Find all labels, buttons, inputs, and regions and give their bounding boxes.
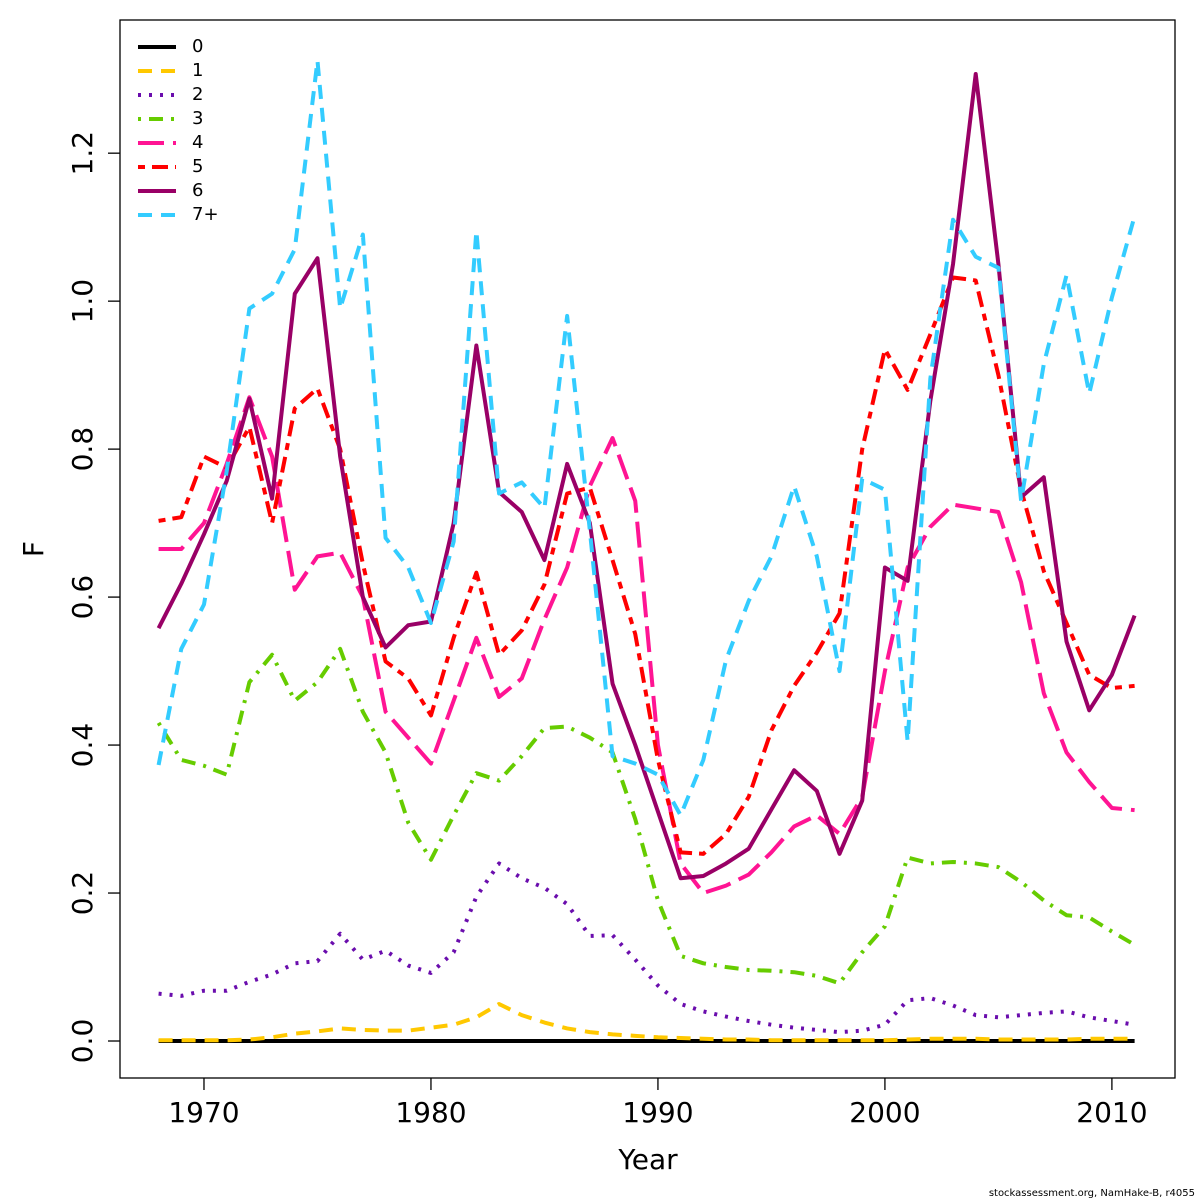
x-tick-label: 1970	[168, 1096, 239, 1129]
y-axis-label: F	[17, 541, 50, 557]
y-tick-label: 0.6	[66, 575, 99, 620]
series-line	[158, 395, 1135, 896]
y-tick-label: 1.2	[66, 131, 99, 176]
legend-label: 1	[192, 60, 203, 81]
footer: stockassessment.org, NamHake-B, r4055	[989, 1188, 1195, 1199]
x-axis-label: Year	[617, 1143, 678, 1176]
y-tick-label: 0.8	[66, 427, 99, 472]
y-tick-label: 1.0	[66, 279, 99, 324]
x-tick-label: 1980	[395, 1096, 466, 1129]
legend-label: 6	[192, 180, 203, 201]
x-tick-label: 2000	[849, 1096, 920, 1129]
legend-label: 2	[192, 84, 203, 105]
legend-label: 4	[192, 132, 203, 153]
series-line	[156, 646, 1136, 986]
plot-frame	[119, 19, 1176, 1079]
legend-label: 5	[192, 156, 203, 177]
legend-label: 3	[192, 108, 203, 129]
legend-label: 7+	[192, 204, 219, 225]
y-tick-label: 0.2	[66, 871, 99, 916]
series-line	[156, 58, 1137, 818]
y-tick-label: 0.0	[66, 1019, 99, 1064]
series-line	[156, 72, 1137, 881]
y-tick-label: 0.4	[66, 723, 99, 768]
series-line	[158, 1002, 1135, 1043]
x-tick-label: 2010	[1076, 1096, 1147, 1129]
series-line	[158, 861, 1135, 1035]
legend-label: 0	[192, 36, 203, 57]
x-tick-label: 1990	[622, 1096, 693, 1129]
